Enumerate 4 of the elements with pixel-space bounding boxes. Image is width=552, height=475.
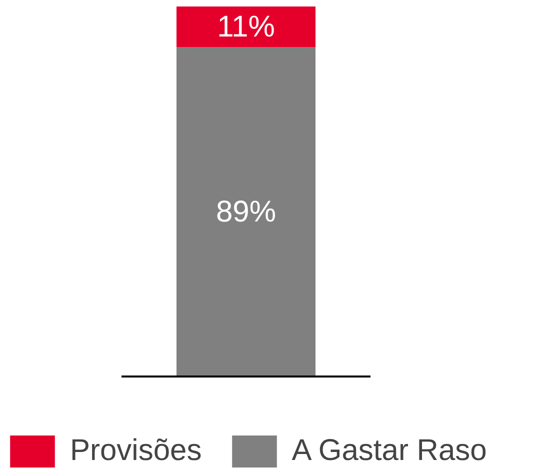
legend-label: Provisões	[70, 434, 202, 468]
data-label: 11%	[217, 10, 275, 44]
data-label: 89%	[216, 195, 276, 228]
legend-label: A Gastar Raso	[292, 434, 487, 468]
